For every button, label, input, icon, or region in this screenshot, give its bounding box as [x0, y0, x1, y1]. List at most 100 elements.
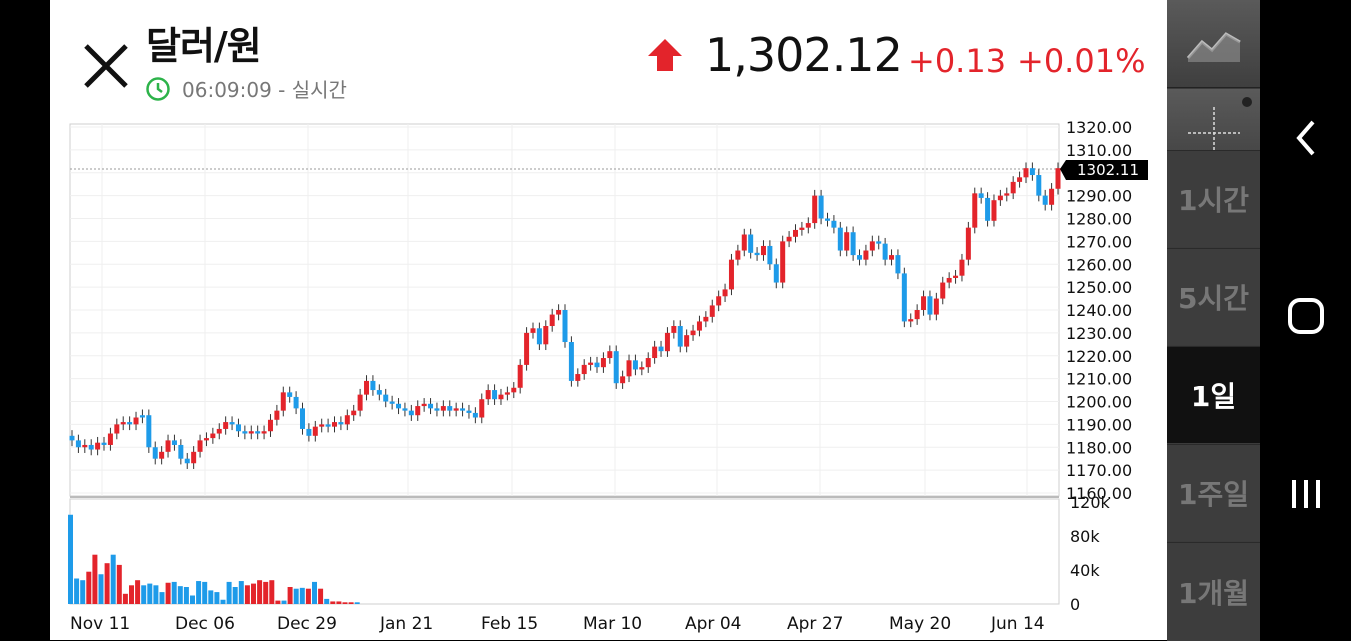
candle-body — [82, 444, 88, 448]
volume-bar — [324, 598, 330, 604]
price-axis: 1320.001310.001300.001290.001280.001270.… — [1066, 118, 1132, 503]
volume-bar — [177, 586, 183, 604]
candle-body — [402, 408, 408, 411]
candle-body — [799, 227, 805, 230]
recent-apps-button[interactable] — [1280, 468, 1332, 520]
volume-bar — [263, 581, 269, 604]
candle-body — [620, 376, 626, 384]
candle-body — [1010, 181, 1016, 194]
candle-body — [107, 433, 113, 445]
candle-body — [415, 406, 421, 416]
candle-body — [383, 394, 389, 402]
candle-body — [120, 422, 126, 425]
candle-body — [133, 417, 139, 425]
price-tick-label: 1220.00 — [1066, 347, 1132, 366]
candle-body — [773, 264, 779, 283]
date-tick-label: Feb 15 — [481, 614, 538, 634]
candle-body — [645, 358, 651, 368]
back-button[interactable] — [1280, 112, 1332, 164]
candle-body — [594, 362, 600, 368]
period-1m[interactable]: 1개월 — [1167, 542, 1260, 641]
volume-bar — [86, 571, 92, 604]
volume-bar — [80, 580, 86, 604]
date-tick-label: Mar 10 — [583, 614, 642, 634]
candle-body — [786, 236, 792, 242]
volume-bar — [330, 601, 336, 604]
candle-body — [908, 319, 914, 322]
candle-body — [536, 328, 542, 345]
volume-bar — [135, 580, 141, 604]
close-icon[interactable] — [82, 40, 132, 90]
candle-body — [684, 335, 690, 347]
volume-tick-label: 40k — [1070, 561, 1100, 580]
candle-body — [652, 346, 658, 359]
price-change: +0.13 — [908, 42, 1007, 80]
candle-body — [101, 442, 107, 445]
candle-body — [447, 406, 453, 411]
candle-body — [953, 275, 959, 278]
candle-body — [632, 360, 638, 370]
candle-body — [831, 220, 837, 228]
chart-type-button[interactable] — [1167, 0, 1260, 88]
grid-lines — [70, 124, 1059, 496]
candle-body — [261, 431, 267, 434]
volume-bar — [305, 588, 311, 604]
candle-body — [600, 358, 606, 368]
candle-body — [229, 422, 235, 425]
candle-body — [351, 410, 357, 416]
system-nav-bar — [1260, 0, 1351, 640]
candle-body — [280, 392, 286, 411]
candle-body — [895, 255, 901, 274]
candle-body — [485, 390, 491, 400]
candle-body — [511, 387, 517, 393]
volume-bar — [226, 581, 232, 604]
volume-bar — [68, 514, 73, 604]
volume-bar — [354, 602, 360, 604]
candle-body — [613, 351, 619, 384]
candle-body — [658, 346, 664, 352]
candle-body — [152, 447, 158, 459]
candle-body — [299, 408, 305, 429]
candle-body — [235, 424, 241, 432]
candle-body — [607, 351, 613, 359]
volume-bar — [251, 583, 256, 604]
candle-body — [1004, 193, 1010, 196]
volume-bar — [202, 581, 208, 604]
candle-body — [319, 424, 325, 427]
price-tick-label: 1320.00 — [1066, 118, 1132, 137]
candle-body — [940, 282, 946, 299]
period-1h[interactable]: 1시간 — [1167, 150, 1260, 247]
volume-bar — [171, 581, 177, 604]
candle-body — [357, 394, 363, 411]
period-1d[interactable]: 1일 — [1167, 346, 1260, 443]
candle-body — [466, 410, 472, 413]
current-price: 1,302.12 — [705, 28, 903, 82]
period-1w[interactable]: 1주일 — [1167, 444, 1260, 541]
price-tick-label: 1260.00 — [1066, 255, 1132, 274]
volume-bar — [208, 590, 214, 604]
date-tick-label: Apr 27 — [787, 614, 843, 634]
candle-body — [1023, 168, 1029, 178]
period-5h[interactable]: 5시간 — [1167, 248, 1260, 345]
candle-body — [588, 362, 594, 365]
candle-body — [748, 234, 754, 253]
candle-body — [504, 392, 510, 395]
candle-body — [434, 408, 440, 411]
volume-bar — [147, 583, 153, 604]
candle-body — [1029, 168, 1035, 176]
volume-bar — [165, 582, 171, 604]
volume-bar — [122, 593, 128, 604]
candle-body — [88, 444, 94, 450]
volume-bar — [275, 600, 281, 604]
line-chart-icon — [1186, 31, 1241, 62]
home-button[interactable] — [1280, 290, 1332, 342]
realtime-label: - 실시간 — [271, 78, 347, 102]
price-tick-label: 1170.00 — [1066, 461, 1132, 480]
candle-body — [844, 232, 850, 251]
date-axis: Nov 11 Dec 06 Dec 29 Jan 21 Feb 15 Mar 10 Apr … — [70, 614, 1045, 634]
candle-body — [716, 296, 722, 306]
volume-bar — [238, 581, 244, 604]
candle-body — [767, 245, 773, 265]
candlestick-chart[interactable]: 1320.001310.001300.001290.001280.001270.… — [50, 0, 1167, 640]
candle-body — [626, 360, 632, 377]
